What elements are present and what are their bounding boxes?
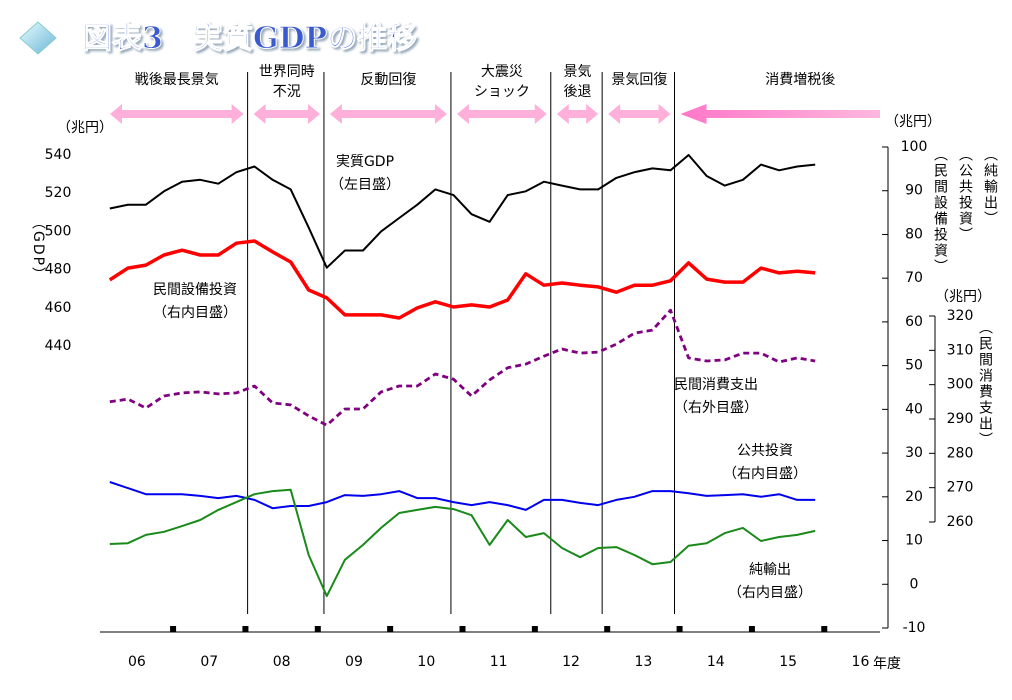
x-tick-label: 08	[273, 654, 291, 670]
period-arrow	[556, 104, 599, 124]
series-name: 公共投資	[737, 443, 793, 459]
period-arrow	[253, 104, 320, 124]
x-tick-label: 06	[128, 654, 146, 670]
series-name: 実質GDP	[336, 154, 394, 170]
x-tick-label: 15	[779, 654, 797, 670]
y2-unit: （兆円）	[885, 114, 941, 130]
x-tick	[314, 626, 321, 632]
series-scale-note: （右内目盛）	[723, 466, 807, 482]
period-label: 景気回復	[611, 71, 667, 88]
y-unit: （兆円）	[57, 120, 113, 136]
y3-tick-label: 270	[947, 480, 974, 496]
y2-label: （純輸出）	[982, 147, 998, 227]
x-tick	[387, 626, 394, 632]
x-tick	[170, 626, 177, 632]
chart-title: 図表3 実質GDPの推移	[82, 21, 417, 56]
period-label: 不況	[273, 84, 301, 100]
y-tick-label: 540	[45, 147, 72, 163]
series-name: 純輸出	[749, 562, 791, 578]
x-tick-label: 09	[345, 654, 363, 670]
period-label: 戦後最長景気	[135, 72, 219, 88]
series-scale-note: （左目盛）	[330, 177, 400, 193]
series-line	[109, 308, 816, 427]
x-tick-label: 16	[852, 654, 870, 670]
y2-tick-label: 50	[905, 358, 923, 374]
y3-tick-label: 320	[947, 308, 974, 324]
y2-label: （民間設備投資）	[932, 147, 948, 275]
y2-tick-label: 0	[910, 576, 919, 592]
x-tick	[676, 626, 683, 632]
x-tick	[531, 626, 538, 632]
x-tick	[604, 626, 611, 632]
x-tick-label: 10	[417, 654, 435, 670]
x-tick	[242, 626, 249, 632]
series-name: 民間消費支出	[674, 377, 758, 393]
title-icon	[19, 21, 57, 55]
x-tick-label: 12	[562, 654, 580, 670]
period-arrow	[110, 104, 244, 124]
period-arrow	[608, 104, 671, 124]
series-line	[108, 239, 816, 320]
period-label: 世界同時	[259, 64, 315, 80]
x-tick-label: 07	[200, 654, 218, 670]
y3-tick-label: 300	[947, 377, 974, 393]
series-scale-note: （右内目盛）	[153, 305, 237, 321]
period-label: 消費増税後	[765, 72, 835, 88]
y-label: （GDP）	[30, 215, 46, 283]
x-tick-label: 14	[707, 654, 725, 670]
y2-tick-label: 10	[905, 533, 923, 549]
y3-tick-label: 260	[947, 514, 974, 530]
y2-tick-label: -10	[903, 620, 926, 636]
period-label: 大震災	[481, 64, 523, 80]
y3-tick-label: 280	[947, 445, 974, 461]
y-tick-label: 460	[45, 300, 72, 316]
y2-tick-label: 60	[905, 314, 923, 330]
y2-tick-label: 70	[905, 270, 923, 286]
period-arrow	[456, 104, 547, 124]
y-tick-label: 520	[45, 185, 72, 201]
y3-label: （民間消費支出）	[977, 320, 993, 448]
y2-tick-label: 20	[905, 489, 923, 505]
y2-tick-label: 40	[905, 401, 923, 417]
period-label: 景気	[563, 64, 591, 80]
x-tick	[748, 626, 755, 632]
period-label: ショック	[474, 84, 530, 100]
y2-tick-label: 80	[905, 226, 923, 242]
y2-tick-label: 30	[905, 445, 923, 461]
y-tick-label: 440	[45, 338, 72, 354]
y2-tick-label: 100	[901, 139, 928, 155]
x-tick	[459, 626, 466, 632]
x-tick	[821, 626, 828, 632]
y3-tick-label: 310	[947, 342, 974, 358]
y2-tick-label: 90	[905, 183, 923, 199]
period-arrow	[329, 104, 447, 124]
period-label: 後退	[563, 84, 591, 100]
series-name: 民間設備投資	[153, 282, 237, 298]
x-tick-label: 13	[634, 654, 652, 670]
y3-unit: （兆円）	[935, 289, 991, 305]
series-line	[109, 481, 816, 511]
series-line	[109, 488, 816, 598]
series-line	[109, 154, 816, 269]
series-scale-note: （右内目盛）	[728, 585, 812, 601]
x-tick-label: 11	[490, 654, 508, 670]
y-tick-label: 480	[45, 262, 72, 278]
series-scale-note: （右外目盛）	[674, 400, 758, 416]
y-tick-label: 500	[45, 223, 72, 239]
y3-tick-label: 290	[947, 411, 974, 427]
period-arrow	[680, 104, 880, 124]
x-label: 年度	[873, 656, 901, 672]
period-label: 反動回復	[360, 71, 416, 88]
y2-label: （公共投資）	[957, 147, 973, 243]
